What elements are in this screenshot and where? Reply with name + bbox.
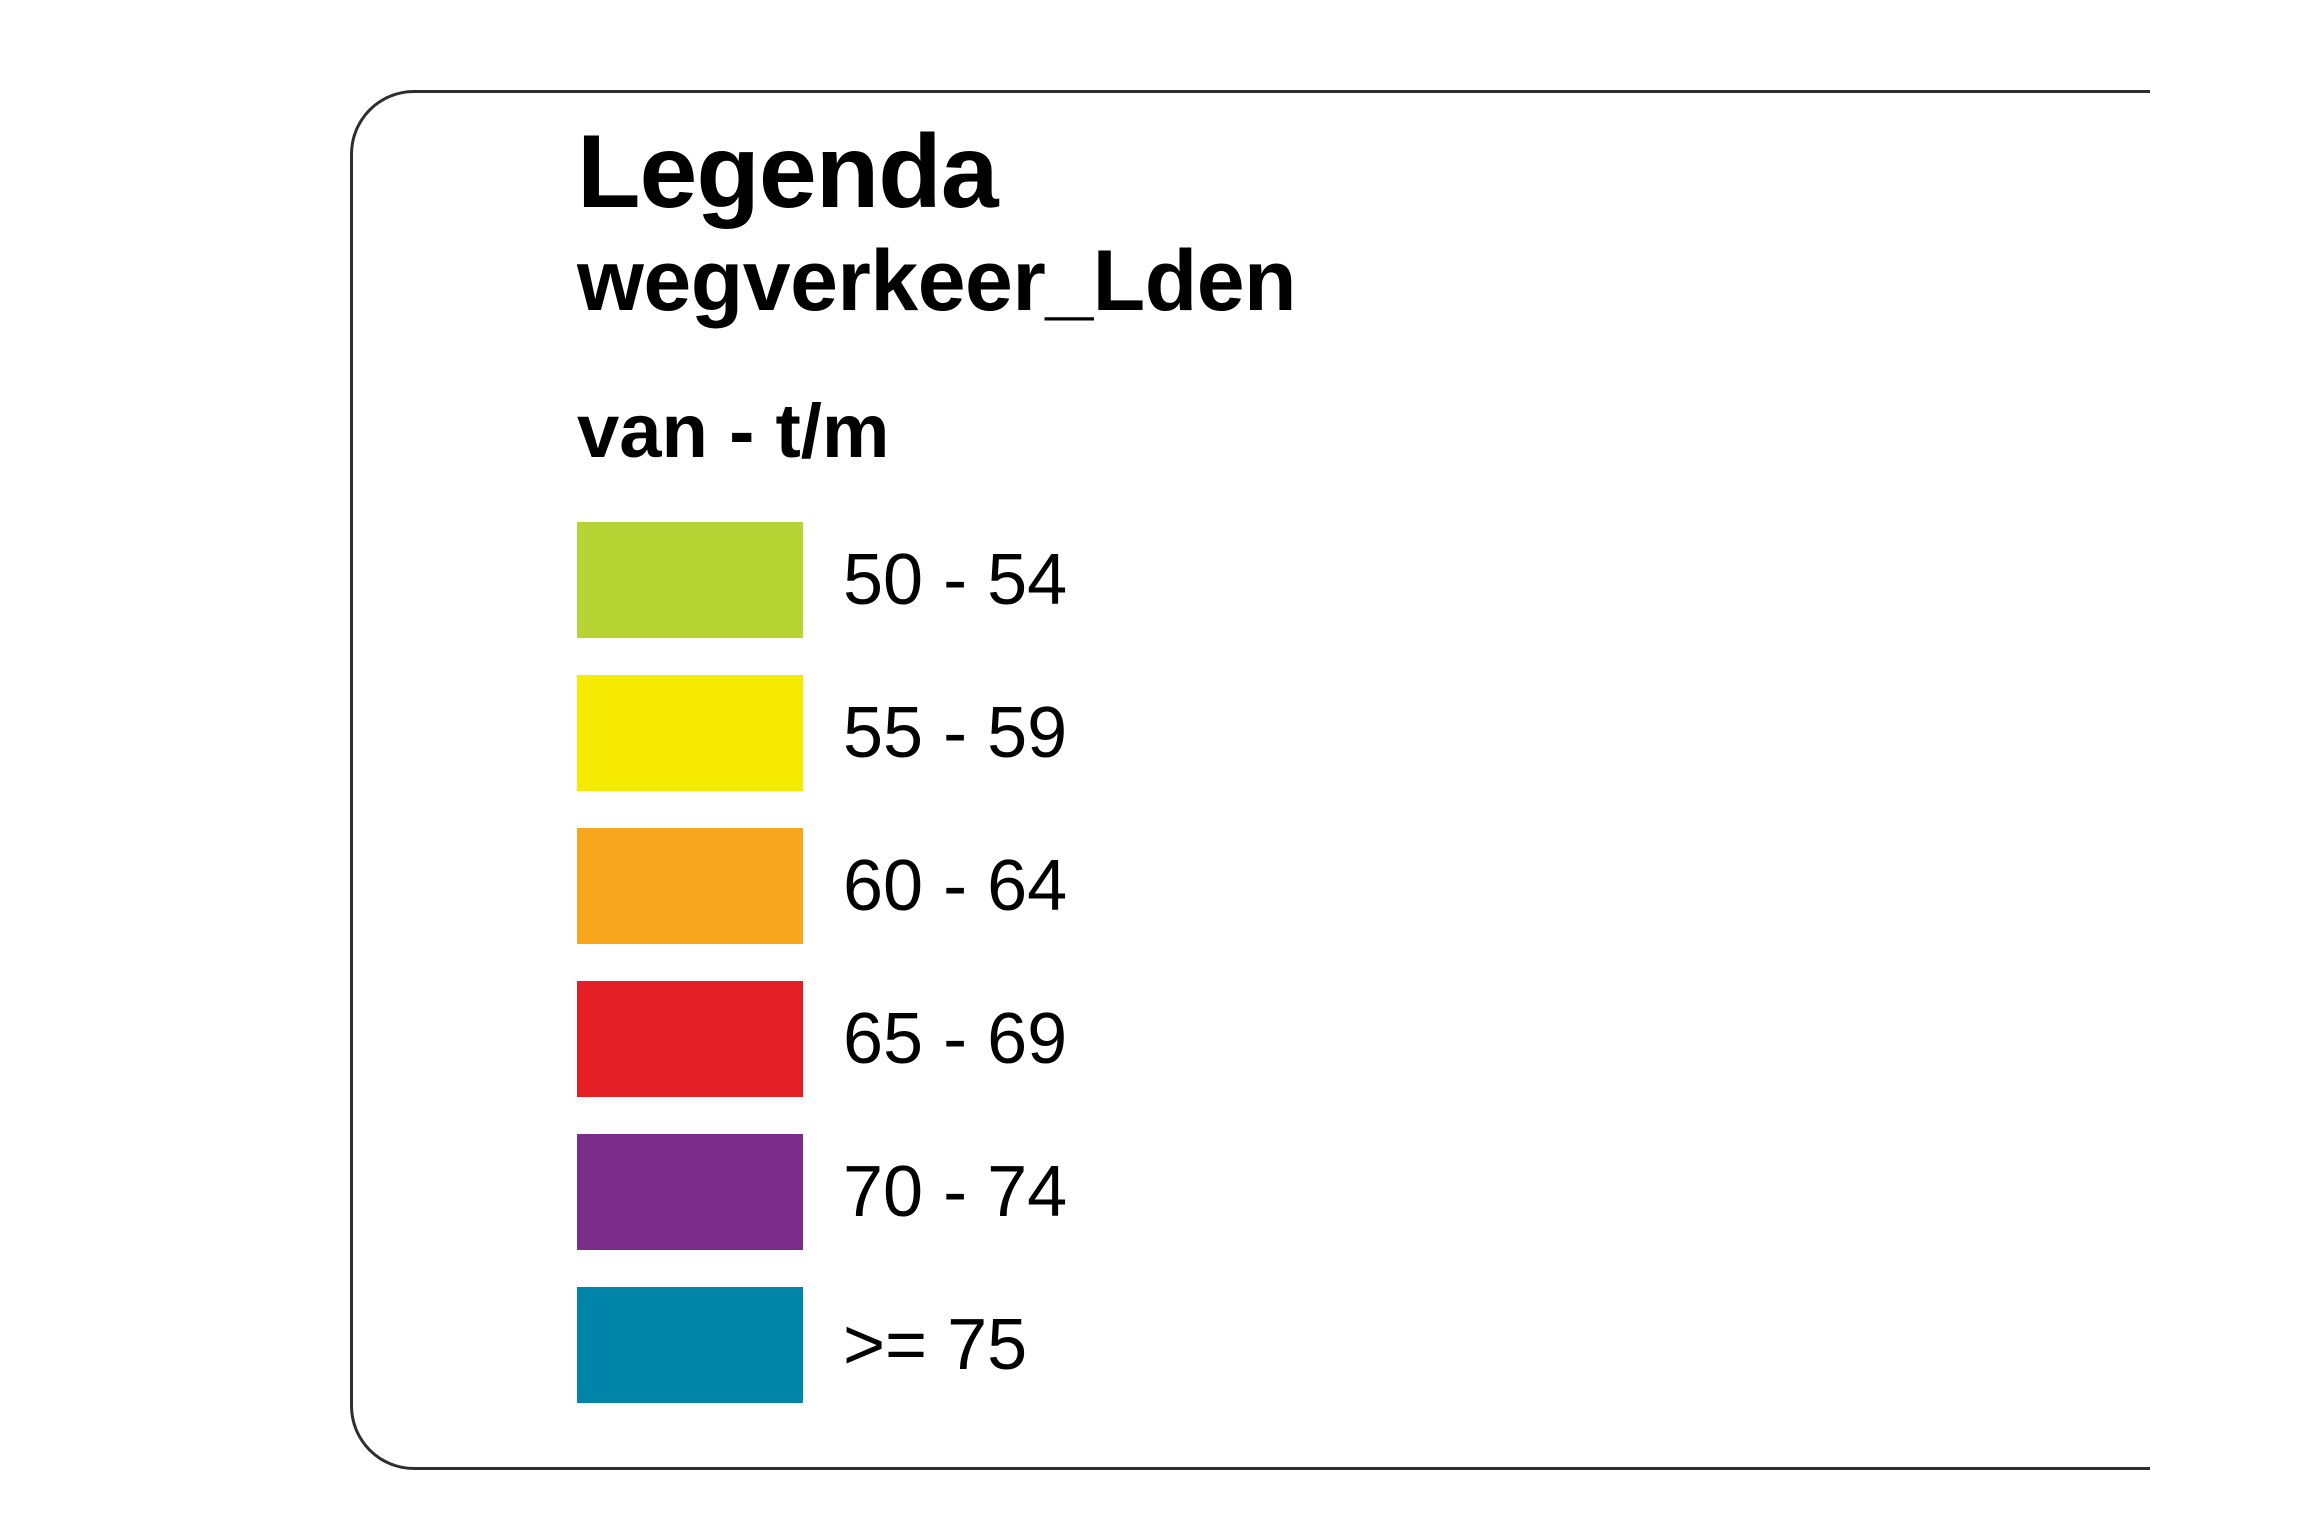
legend-title: Legenda xyxy=(577,114,999,230)
legend-item: 50 - 54 xyxy=(577,522,1296,638)
legend-swatch xyxy=(577,675,803,791)
legend-swatch xyxy=(577,1134,803,1250)
legend-item: >= 75 xyxy=(577,1287,1296,1403)
legend-swatch xyxy=(577,981,803,1097)
legend-swatch xyxy=(577,522,803,638)
legend-item-label: 55 - 59 xyxy=(843,693,1068,773)
legend-swatch xyxy=(577,828,803,944)
legend-item-label: >= 75 xyxy=(843,1305,1028,1385)
legend-item: 60 - 64 xyxy=(577,828,1296,944)
legend-item-label: 70 - 74 xyxy=(843,1152,1068,1232)
legend-item-label: 50 - 54 xyxy=(843,540,1068,620)
legend-list: 50 - 54 55 - 59 60 - 64 65 - 69 70 - 74 … xyxy=(577,522,1296,1403)
legend-layer-name: wegverkeer_Lden xyxy=(577,233,1297,329)
legend-item: 55 - 59 xyxy=(577,675,1296,791)
legend-column-header: van - t/m xyxy=(577,389,890,474)
legend-item-label: 65 - 69 xyxy=(843,999,1068,1079)
legend-swatch xyxy=(577,1287,803,1403)
legend-item-label: 60 - 64 xyxy=(843,846,1068,926)
legend-panel: Legenda wegverkeer_Lden van - t/m 50 - 5… xyxy=(577,114,1297,1440)
legend-item: 70 - 74 xyxy=(577,1134,1296,1250)
legend-item: 65 - 69 xyxy=(577,981,1296,1097)
